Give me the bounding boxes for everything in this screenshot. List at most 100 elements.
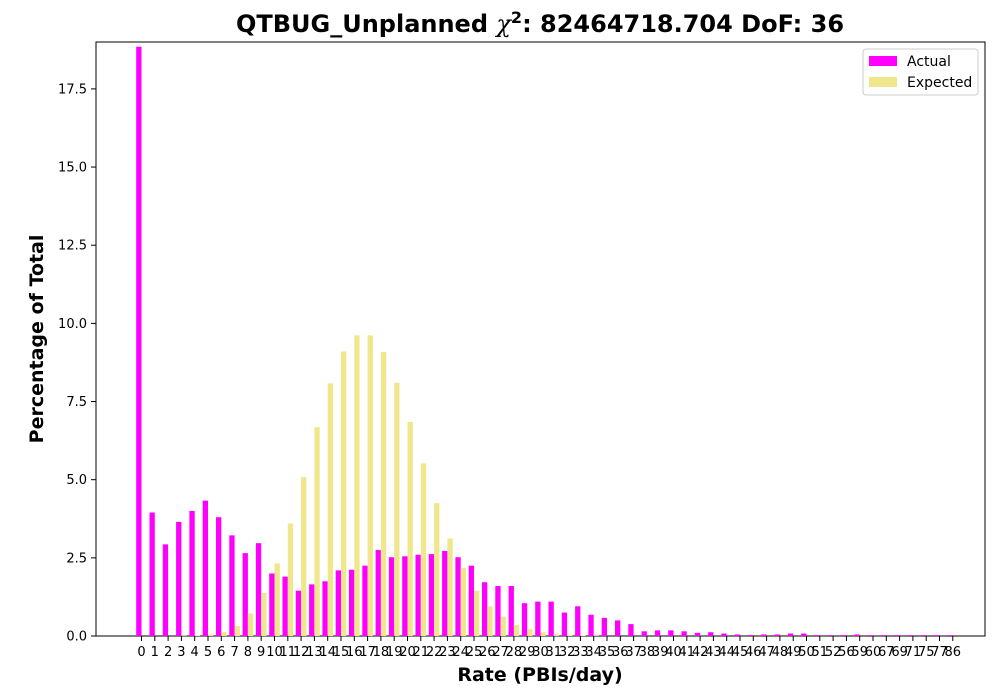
bar-actual-8 (242, 553, 248, 636)
legend-swatch-actual (869, 56, 897, 66)
x-tick-label: 40 (665, 645, 682, 660)
bar-expected-27 (500, 616, 506, 636)
bar-expected-9 (261, 592, 267, 636)
x-tick-label: 19 (386, 645, 403, 660)
bar-actual-77 (934, 635, 940, 636)
bar-actual-37 (628, 624, 634, 636)
bar-expected-22 (434, 503, 440, 636)
x-tick-label: 23 (439, 645, 456, 660)
bar-expected-32 (567, 635, 573, 636)
x-tick-label: 34 (585, 645, 602, 660)
bar-actual-42 (694, 632, 701, 636)
x-tick-label: 56 (838, 645, 855, 660)
x-tick-label: 31 (546, 645, 563, 660)
x-tick-label: 21 (413, 645, 430, 660)
x-tick-label: 22 (426, 645, 443, 660)
y-tick-label: 15.0 (58, 161, 87, 176)
x-tick-label: 30 (532, 645, 549, 660)
bar-actual-10 (269, 573, 275, 636)
bar-expected-24 (460, 567, 466, 636)
x-tick-label: 3 (177, 645, 185, 660)
bar-actual-34 (588, 614, 594, 636)
x-tick-label: 12 (293, 645, 310, 660)
x-tick-label: 46 (745, 645, 762, 660)
x-tick-label: 51 (812, 645, 829, 660)
bar-actual-59 (854, 634, 860, 636)
x-tick-label: 20 (399, 645, 416, 660)
bar-actual-36 (615, 620, 621, 636)
x-tick-label: 1 (151, 645, 159, 660)
y-axis-label: Percentage of Total (26, 235, 48, 444)
bar-expected-29 (527, 629, 533, 636)
x-tick-label: 13 (306, 645, 323, 660)
x-tick-label: 36 (612, 645, 629, 660)
x-tick-label: 52 (825, 645, 842, 660)
x-tick-label: 5 (204, 645, 212, 660)
bar-actual-50 (801, 633, 807, 636)
bar-actual-22 (428, 554, 435, 636)
x-tick-label: 44 (718, 645, 735, 660)
bar-actual-69 (894, 635, 900, 636)
bar-actual-75 (920, 635, 927, 636)
y-tick-label: 5.0 (66, 473, 87, 488)
bar-actual-1 (149, 512, 155, 636)
bar-actual-41 (681, 631, 687, 636)
x-tick-label: 39 (652, 645, 669, 660)
x-tick-label: 67 (878, 645, 895, 660)
bar-actual-44 (721, 633, 727, 636)
bar-actual-43 (708, 632, 714, 636)
bar-expected-8 (247, 613, 254, 636)
bar-expected-14 (327, 383, 333, 636)
bar-expected-7 (234, 626, 240, 636)
x-tick-label: 69 (891, 645, 908, 660)
bar-expected-21 (420, 463, 427, 636)
bar-actual-49 (787, 633, 794, 636)
x-tick-label: 59 (851, 645, 868, 660)
y-tick-label: 2.5 (66, 551, 87, 566)
bar-actual-23 (442, 550, 448, 636)
bar-actual-24 (455, 557, 461, 636)
y-tick-label: 10.0 (58, 317, 87, 332)
x-tick-label: 71 (905, 645, 922, 660)
x-tick-label: 25 (466, 645, 483, 660)
x-tick-label: 47 (758, 645, 775, 660)
bar-expected-26 (487, 606, 493, 636)
x-tick-label: 9 (257, 645, 265, 660)
bar-expected-20 (407, 421, 413, 636)
x-tick-label: 8 (244, 645, 252, 660)
x-axis: 0 1 2 3 4 5 6 7 8 9 101112131415161718192021222324… (137, 636, 961, 660)
bar-actual-45 (734, 634, 740, 636)
bar-actual-18 (375, 550, 381, 636)
bar-actual-0 (136, 46, 142, 636)
series-actual (136, 46, 953, 636)
bar-expected-12 (301, 477, 307, 636)
bar-actual-9 (255, 543, 262, 636)
y-tick-label: 12.5 (58, 239, 87, 254)
y-tick-label: 0.0 (66, 630, 87, 645)
bar-actual-47 (761, 634, 767, 636)
bar-expected-33 (580, 635, 586, 636)
x-tick-label: 24 (452, 645, 469, 660)
y-tick-label: 7.5 (66, 395, 87, 410)
y-axis: 0.0 2.5 5.0 7.5 10.0 12.5 15.0 17.5 (58, 82, 96, 645)
bar-expected-16 (354, 335, 360, 636)
x-tick-label: 42 (692, 645, 709, 660)
bar-actual-16 (349, 569, 355, 636)
x-tick-label: 27 (492, 645, 509, 660)
x-tick-label: 0 (137, 645, 145, 660)
chart-title: QTBUG_Unplanned χ2: 82464718.704 DoF: 36 (236, 8, 844, 38)
bar-actual-4 (189, 510, 195, 636)
bar-actual-13 (309, 584, 315, 636)
bar-expected-18 (380, 352, 387, 636)
x-tick-label: 32 (559, 645, 576, 660)
bar-actual-5 (202, 500, 208, 636)
x-tick-label: 48 (772, 645, 789, 660)
x-tick-label: 15 (333, 645, 350, 660)
x-tick-label: 2 (164, 645, 172, 660)
legend-label-expected: Expected (907, 75, 972, 91)
x-tick-label: 77 (931, 645, 948, 660)
x-tick-label: 35 (599, 645, 616, 660)
bar-expected-4 (194, 635, 200, 636)
legend-swatch-expected (869, 77, 897, 87)
bar-actual-26 (482, 582, 488, 636)
